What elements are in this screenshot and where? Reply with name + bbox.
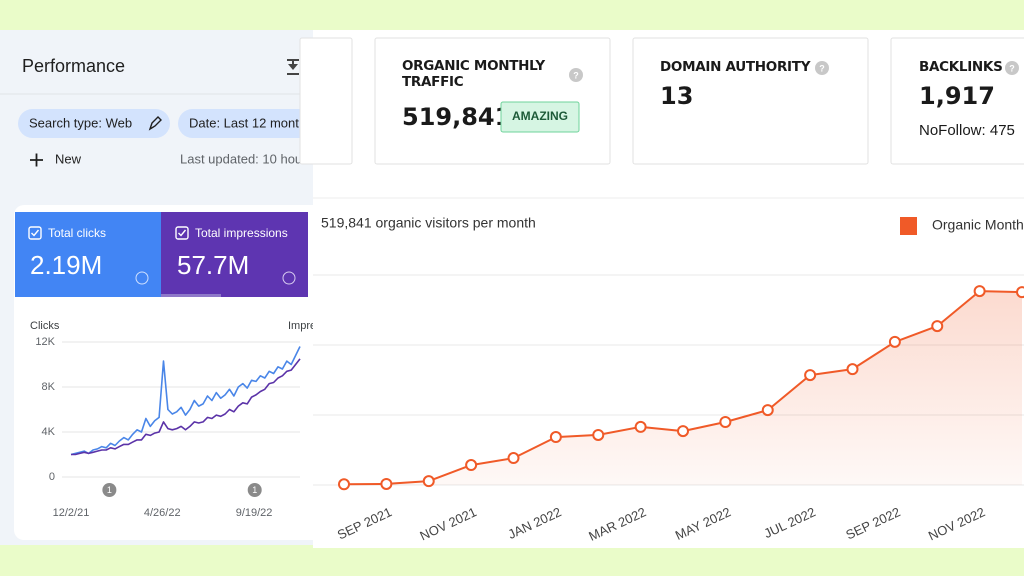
metric-tile[interactable] [161, 212, 308, 297]
panel-title: Performance [22, 56, 125, 76]
icon-part [288, 64, 298, 70]
annotation-label: 1 [252, 485, 257, 495]
metric-label: Total clicks [48, 226, 106, 240]
annotation-label: 1 [107, 485, 112, 495]
point [761, 404, 774, 417]
point [634, 420, 647, 433]
point [888, 335, 901, 348]
point [677, 425, 689, 438]
card-value: 13 [660, 82, 693, 110]
help-glyph: ? [1009, 63, 1015, 73]
filter-chip[interactable] [18, 109, 170, 138]
plus-icon [30, 153, 43, 167]
new-button[interactable]: New [55, 151, 82, 166]
bottom-band [0, 548, 1024, 576]
x-tick-label: 4/26/22 [144, 507, 181, 519]
card [374, 37, 611, 165]
x-tick-label: 12/2/21 [53, 507, 90, 519]
help-icon[interactable] [135, 271, 149, 285]
point [804, 369, 817, 382]
card-title-box: ORGANIC MONTHLY TRAFFIC [402, 58, 545, 90]
help-glyph: ? [819, 63, 825, 73]
checkbox [28, 226, 42, 240]
checkbox [175, 226, 189, 240]
y-tick-label: 4K [42, 426, 56, 438]
area [344, 291, 1022, 485]
point [931, 320, 944, 333]
point [1016, 286, 1024, 299]
legend-swatch [900, 217, 917, 235]
card [890, 37, 1024, 165]
card-sub: NoFollow: 475 [919, 122, 1015, 139]
y-tick-label: 8K [42, 381, 56, 393]
annotation-marker [102, 483, 117, 497]
help-icon[interactable] [569, 68, 583, 82]
card-title: BACKLINKS [919, 59, 1003, 75]
filter-label: Date: Last 12 months [189, 115, 313, 130]
point [549, 431, 562, 444]
last-updated: Last updated: 10 hours ago [180, 151, 338, 166]
point [592, 428, 605, 441]
card-value: 519,841 [402, 103, 511, 131]
point [973, 285, 986, 298]
check [178, 229, 187, 237]
help-icon[interactable] [815, 61, 829, 75]
metric-value: 57.7M [177, 250, 249, 280]
y-tick-label: 12K [35, 336, 55, 348]
x-tick-label: 9/19/22 [236, 507, 273, 519]
y2-axis-label: Impressions [288, 320, 348, 332]
card-title: ORGANIC MONTHLY TRAFFIC [402, 58, 545, 90]
point [422, 475, 435, 488]
check [31, 229, 40, 237]
chart-title: 519,841 organic visitors per month [321, 215, 536, 231]
point [465, 459, 478, 472]
badge-label: AMAZING [512, 109, 568, 123]
badge [500, 101, 580, 133]
point [846, 363, 859, 376]
download-icon[interactable] [287, 59, 299, 75]
annotation-marker [247, 483, 262, 497]
y-tick-label: 0 [49, 471, 55, 483]
point [507, 452, 520, 465]
edit-icon [148, 116, 162, 131]
filter-chip[interactable] [178, 109, 348, 138]
point [380, 477, 393, 490]
card-title: DOMAIN AUTHORITY [660, 59, 811, 75]
tile-indicator [161, 294, 221, 297]
help-icon[interactable] [282, 271, 296, 285]
series-line [71, 358, 301, 456]
y-axis-label: Clicks [30, 320, 60, 332]
point [719, 416, 732, 428]
card-value: 1,917 [919, 82, 995, 110]
search-console-panel: Performance Search type: Web Date: Last … [0, 30, 348, 545]
card [632, 37, 869, 165]
legend-label: Organic Monthly Traffic [932, 217, 1024, 233]
metric-value: 2.19M [30, 250, 102, 280]
metric-tile[interactable] [15, 212, 161, 297]
card [299, 37, 353, 165]
traffic-panel: ORGANIC MONTHLY TRAFFIC ? 519,841 AMAZIN… [299, 30, 1024, 548]
point [338, 478, 350, 491]
metric-label: Total impressions [195, 226, 288, 240]
filter-label: Search type: Web [29, 115, 132, 130]
help-icon[interactable] [1005, 61, 1019, 75]
icon-part [287, 73, 299, 75]
series-line [70, 346, 301, 456]
help-glyph: ? [573, 70, 579, 80]
